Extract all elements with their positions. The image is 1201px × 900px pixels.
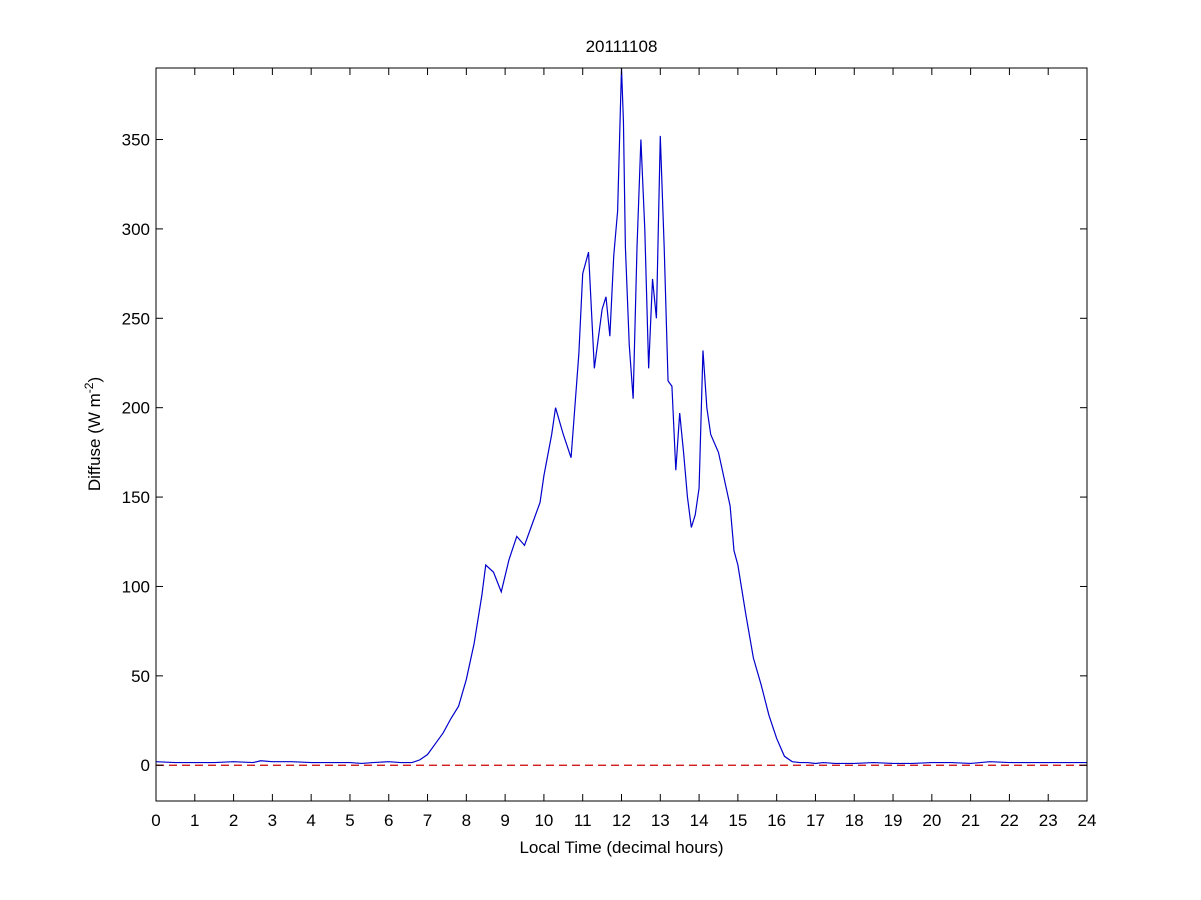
y-tick-label: 150 [122, 488, 150, 507]
x-tick-label: 22 [1000, 811, 1019, 830]
y-axis-label: Diffuse (W m-2) [82, 377, 104, 491]
x-tick-label: 3 [268, 811, 277, 830]
x-tick-label: 2 [229, 811, 238, 830]
x-tick-label: 16 [767, 811, 786, 830]
x-tick-label: 7 [423, 811, 432, 830]
plot-frame [155, 67, 1088, 802]
y-axis-label-suffix: ) [85, 377, 104, 383]
x-tick-label: 8 [462, 811, 471, 830]
x-tick-label: 17 [806, 811, 825, 830]
tick-labels-layer: 0 1 2 3 4 5 6 7 8 9 10 11 12 13 14 15 16 17 18 19 20 21 22 23 24… [122, 131, 1097, 830]
series-layer [155, 67, 1087, 766]
x-tick-label: 4 [306, 811, 315, 830]
x-tick-label: 15 [728, 811, 747, 830]
y-tick-label: 350 [122, 131, 150, 150]
x-tick-label: 0 [151, 811, 160, 830]
y-tick-label: 0 [141, 756, 150, 775]
x-tick-label: 6 [384, 811, 393, 830]
x-tick-label: 21 [961, 811, 980, 830]
y-tick-label: 250 [122, 309, 150, 328]
y-tick-label: 300 [122, 220, 150, 239]
chart-title: 20111108 [586, 37, 658, 56]
x-tick-label: 24 [1078, 811, 1097, 830]
x-tick-label: 19 [884, 811, 903, 830]
y-tick-label: 200 [122, 399, 150, 418]
x-tick-label: 13 [651, 811, 670, 830]
x-tick-label: 23 [1039, 811, 1058, 830]
diffuse-series-line [155, 67, 1087, 765]
x-tick-label: 18 [845, 811, 864, 830]
x-tick-label: 5 [345, 811, 354, 830]
x-tick-label: 10 [534, 811, 553, 830]
y-tick-label: 50 [131, 667, 150, 686]
x-tick-label: 9 [500, 811, 509, 830]
y-axis-label-superscript: -2 [82, 382, 96, 393]
x-axis-label: Local Time (decimal hours) [519, 838, 723, 857]
y-axis-label-prefix: Diffuse (W m [85, 393, 104, 491]
y-tick-label: 100 [122, 577, 150, 596]
x-tick-label: 11 [574, 811, 592, 830]
ticks-layer [155, 68, 1088, 801]
x-tick-label: 14 [690, 811, 709, 830]
x-tick-label: 20 [922, 811, 941, 830]
x-tick-label: 1 [190, 811, 199, 830]
x-tick-label: 12 [612, 811, 631, 830]
